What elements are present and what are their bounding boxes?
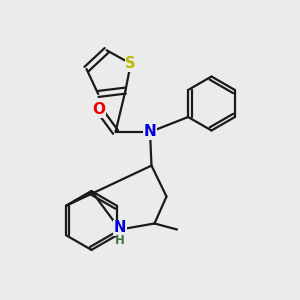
Text: O: O: [92, 102, 106, 117]
Text: S: S: [125, 56, 136, 71]
Text: N: N: [114, 220, 126, 236]
Text: H: H: [115, 234, 125, 248]
Text: N: N: [144, 124, 156, 140]
